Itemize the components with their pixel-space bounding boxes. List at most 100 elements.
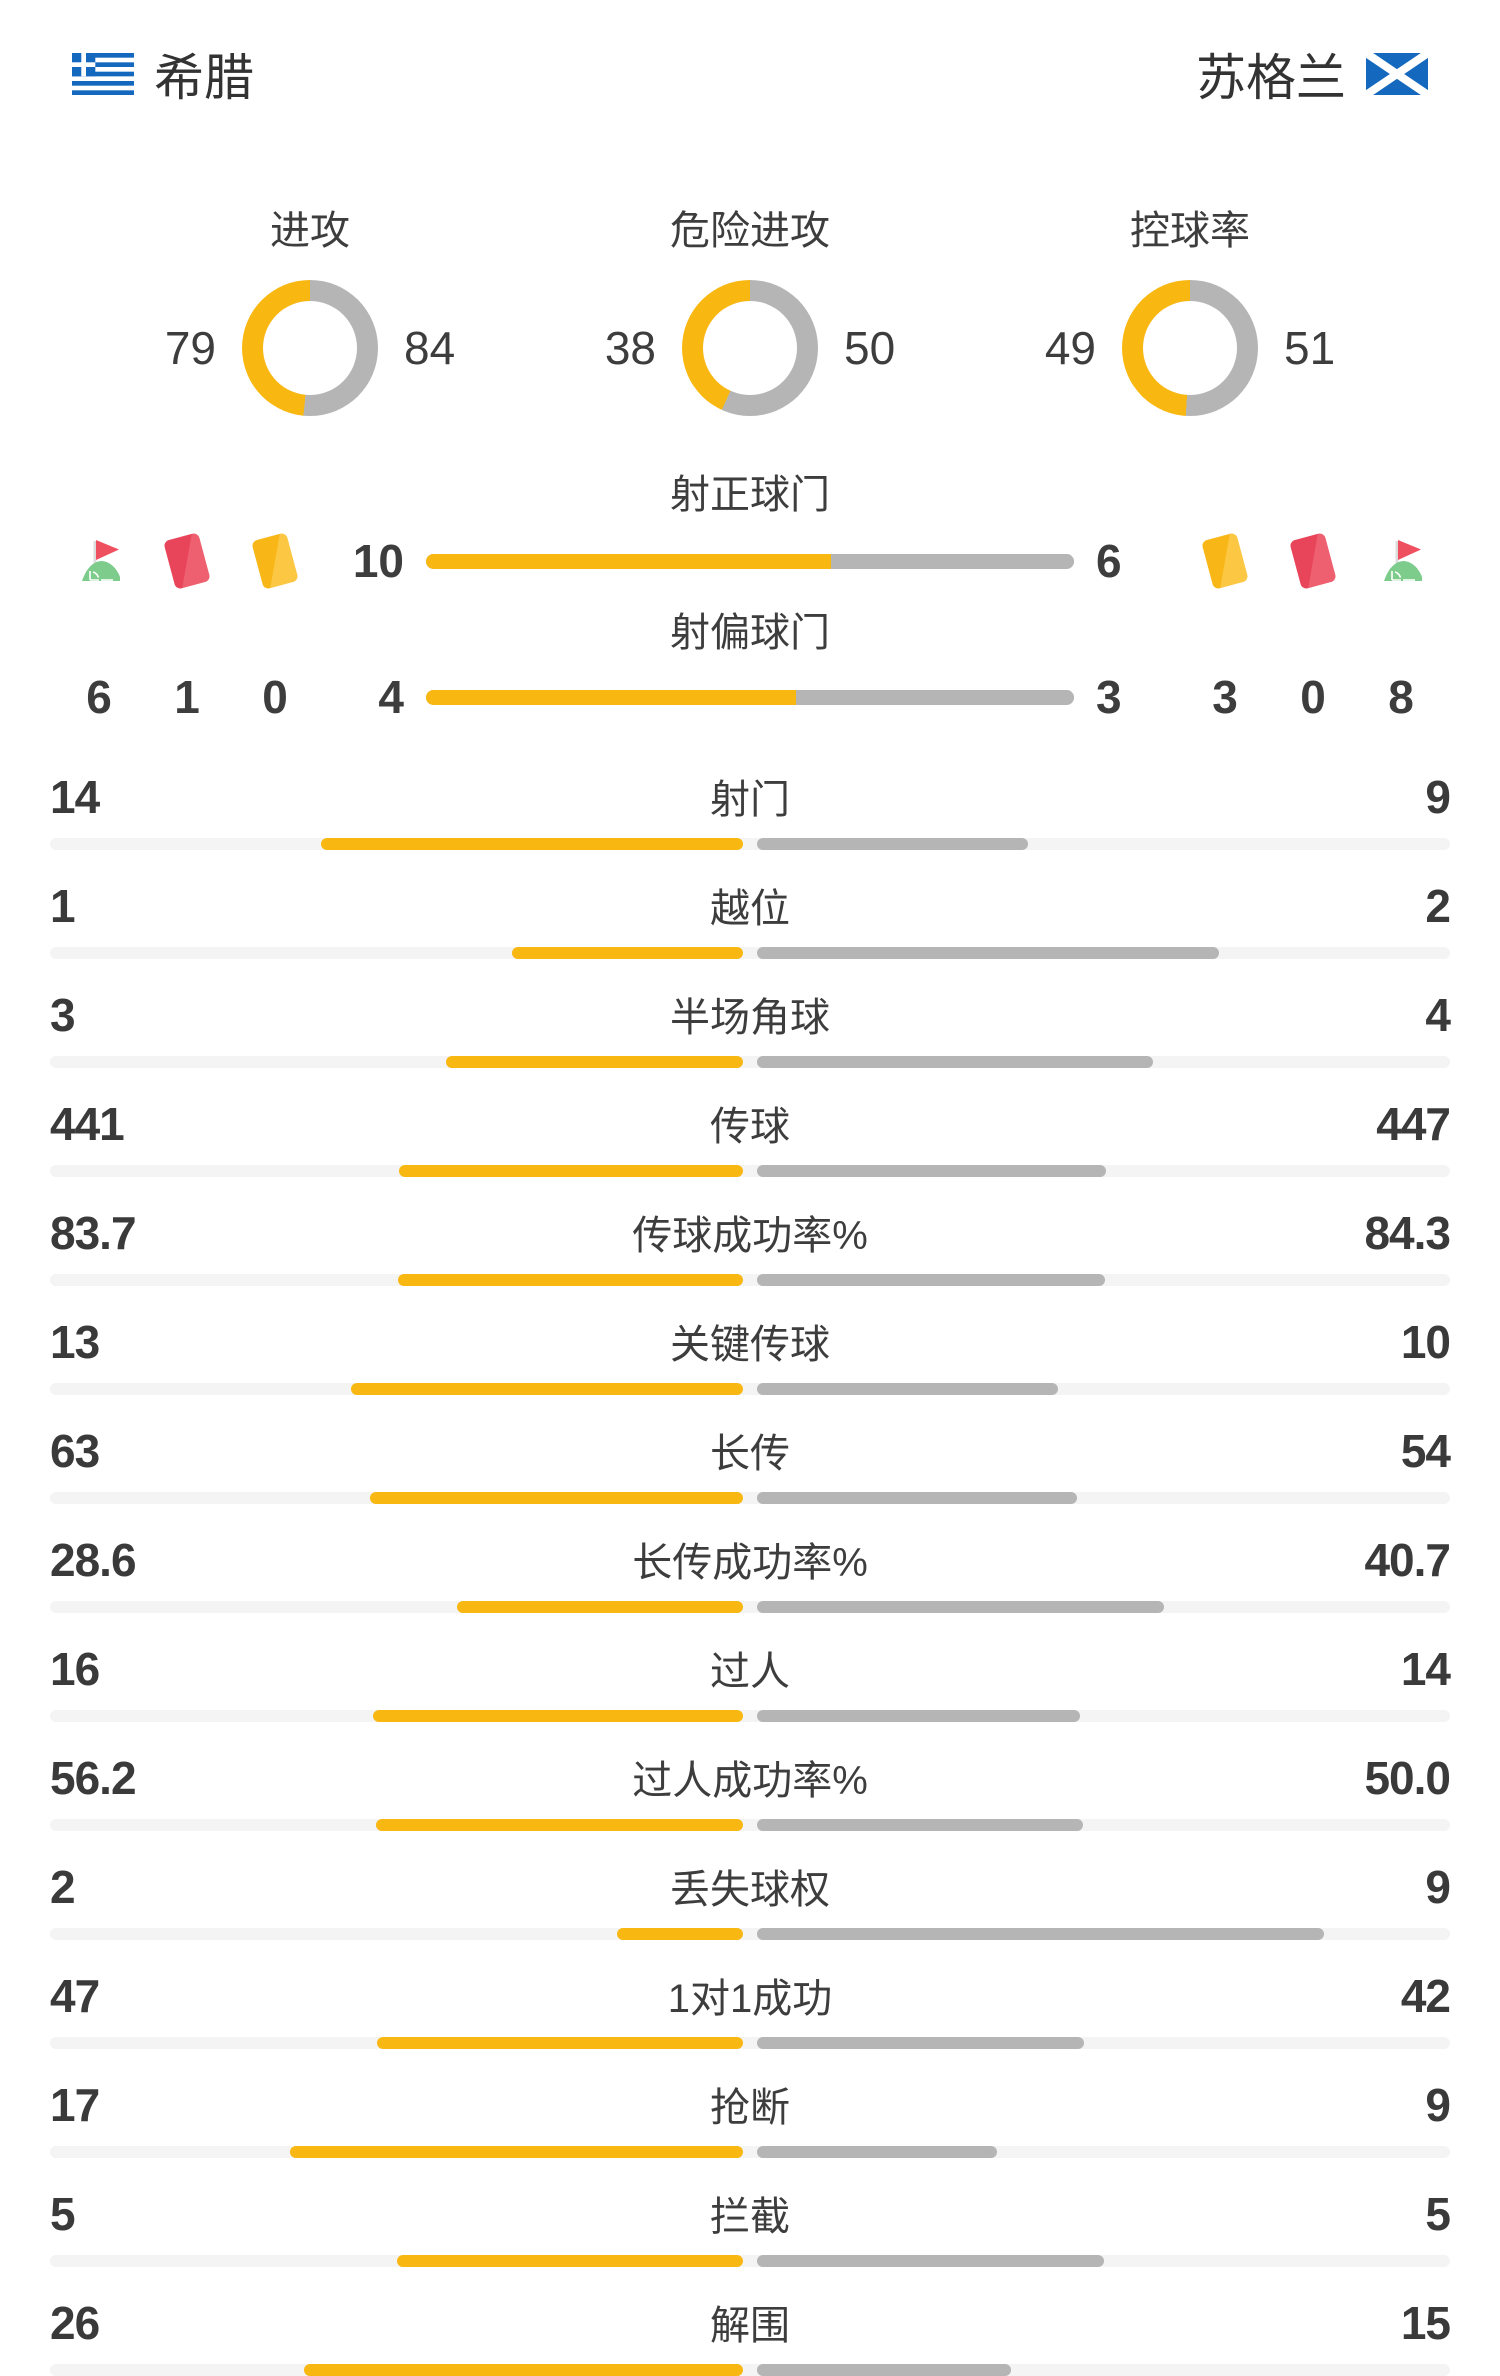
red-card-icon [160, 532, 214, 590]
stat-bar [50, 1492, 1450, 1504]
stat-label: 过人 [710, 1650, 790, 1694]
greece-flag-icon [72, 53, 134, 95]
stat-away-value: 10 [1400, 1316, 1451, 1368]
stat-home-value: 83.7 [50, 1207, 137, 1259]
stat-label: 越位 [710, 887, 790, 931]
stat-home-value: 47 [50, 1970, 100, 2022]
donut-title: 进攻 [270, 209, 350, 253]
stat-home-value: 441 [50, 1098, 125, 1150]
stat-row-long-balls: 63 长传 54 [50, 1425, 1451, 1504]
home-team: 希腊 [72, 38, 254, 110]
shots-on-target-home: 10 [352, 535, 404, 587]
stat-away-value: 42 [1400, 1970, 1451, 2022]
shots-off-target-bar [426, 689, 1074, 705]
stat-away-value: 9 [1425, 1861, 1451, 1913]
donut-title: 控球率 [1130, 209, 1250, 253]
stat-row-interceptions: 5 拦截 5 [50, 2188, 1451, 2267]
donut-home-value: 49 [1044, 322, 1096, 374]
stat-bar [50, 1819, 1450, 1831]
away-discipline-icons [1198, 532, 1428, 590]
stat-home-value: 56.2 [50, 1752, 137, 1804]
home-yellow-cards-count: 0 [262, 671, 288, 723]
stat-home-value: 3 [50, 989, 76, 1041]
stat-bar [50, 2364, 1450, 2376]
donut-chart [682, 280, 818, 416]
stat-home-value: 5 [50, 2188, 76, 2240]
home-discipline-values: 6 1 0 [72, 670, 302, 724]
stat-away-value: 54 [1400, 1425, 1451, 1477]
stat-row-possession-lost: 2 丢失球权 9 [50, 1861, 1451, 1940]
shots-off-target-home: 4 [378, 671, 404, 723]
stat-home-value: 63 [50, 1425, 100, 1477]
stat-away-value: 84.3 [1364, 1207, 1451, 1259]
home-team-name: 希腊 [154, 50, 254, 106]
away-team: 苏格兰 [1196, 38, 1428, 110]
stat-label: 长传成功率% [632, 1541, 868, 1585]
shots-on-target-row: 10 6 [0, 532, 1500, 590]
stat-away-value: 2 [1425, 880, 1451, 932]
shots-on-target-title: 射正球门 [670, 473, 830, 517]
shots-off-target-row: 6 1 0 4 3 3 0 8 [0, 670, 1500, 724]
stat-bar [50, 1056, 1450, 1068]
stat-away-value: 9 [1425, 2079, 1451, 2131]
stat-bar [50, 1274, 1450, 1286]
red-card-icon [1286, 532, 1340, 590]
stat-home-value: 2 [50, 1861, 76, 1913]
donut-charts: 进攻 79 84 危险进攻 38 50 控球率 49 51 [0, 198, 1500, 416]
stat-away-value: 15 [1400, 2297, 1451, 2349]
stat-row-dribbles: 16 过人 14 [50, 1643, 1451, 1722]
donut-dangerous-attacks: 危险进攻 38 50 [530, 198, 970, 416]
scotland-flag-icon [1366, 53, 1428, 95]
stat-away-value: 40.7 [1364, 1534, 1451, 1586]
stat-label: 过人成功率% [632, 1759, 868, 1803]
stat-label: 丢失球权 [670, 1868, 830, 1912]
stat-label: 抢断 [710, 2086, 790, 2130]
stat-home-value: 26 [50, 2297, 100, 2349]
stat-label: 长传 [710, 1432, 790, 1476]
stat-bar [50, 1601, 1450, 1613]
stat-row-dribble-accuracy: 56.2 过人成功率% 50.0 [50, 1752, 1451, 1831]
stat-home-value: 17 [50, 2079, 100, 2131]
donut-away-value: 50 [844, 322, 896, 374]
stat-label: 解围 [710, 2304, 790, 2348]
stat-away-value: 14 [1400, 1643, 1451, 1695]
stat-bar [50, 838, 1450, 850]
stat-home-value: 14 [50, 771, 100, 823]
away-discipline-values: 3 0 8 [1198, 670, 1428, 724]
stat-home-value: 13 [50, 1316, 100, 1368]
away-red-cards-count: 0 [1300, 671, 1326, 723]
corner-flag-icon [1374, 533, 1428, 589]
donut-home-value: 79 [164, 322, 216, 374]
home-red-cards-count: 1 [174, 671, 200, 723]
stat-row-long-ball-accuracy: 28.6 长传成功率% 40.7 [50, 1534, 1451, 1613]
stat-away-value: 447 [1376, 1098, 1451, 1150]
donut-title: 危险进攻 [670, 209, 830, 253]
stat-row-shots: 14 射门 9 [50, 771, 1451, 850]
stat-home-value: 28.6 [50, 1534, 137, 1586]
donut-chart [242, 280, 378, 416]
stat-row-key-passes: 13 关键传球 10 [50, 1316, 1451, 1395]
donut-chart [1122, 280, 1258, 416]
away-team-name: 苏格兰 [1196, 50, 1346, 106]
shots-on-target-bar [426, 553, 1074, 569]
stat-bar [50, 1928, 1450, 1940]
stat-row-offsides: 1 越位 2 [50, 880, 1451, 959]
donut-home-value: 38 [604, 322, 656, 374]
yellow-card-icon [248, 532, 302, 590]
donut-possession: 控球率 49 51 [970, 198, 1410, 416]
stat-row-tackles: 17 抢断 9 [50, 2079, 1451, 2158]
away-yellow-cards-count: 3 [1212, 671, 1238, 723]
match-header: 希腊 苏格兰 [0, 0, 1500, 110]
donut-attacks: 进攻 79 84 [90, 198, 530, 416]
stat-label: 拦截 [710, 2195, 790, 2239]
home-corners-count: 6 [86, 671, 112, 723]
stat-home-value: 16 [50, 1643, 100, 1695]
stat-label: 射门 [710, 778, 790, 822]
shots-off-target-title: 射偏球门 [670, 611, 830, 655]
home-discipline-icons [72, 532, 302, 590]
stats-list: 14 射门 9 1 越位 2 3 半场角球 4 441 传球 447 83.7 [0, 772, 1500, 2376]
shots-off-target-away: 3 [1096, 671, 1122, 723]
stat-label: 传球 [710, 1105, 790, 1149]
stat-row-clearances: 26 解围 15 [50, 2297, 1451, 2376]
stat-row-half-corners: 3 半场角球 4 [50, 989, 1451, 1068]
